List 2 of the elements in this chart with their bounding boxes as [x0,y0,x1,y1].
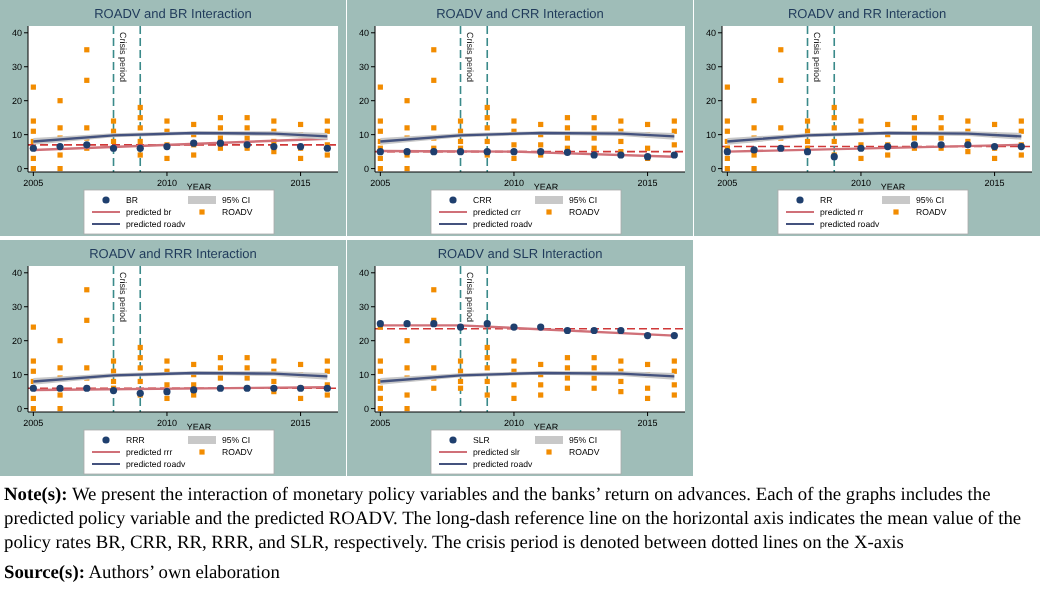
text: Note(s): We present the interaction of monetary policy variables and the banks’ return on advances. Each of the graphs includes the predicted policy variable and the predicted ROADV. The long-dash reference line on the horizontal axis indicates the mean value of the policy rates BR, CRR, RR, RRR, and SLR, respectively. The crisis period is denoted between dotted lines on the X-axis [4,486,1022,554]
source-note: Source(s): Authors’ own elaboration [4,564,281,584]
